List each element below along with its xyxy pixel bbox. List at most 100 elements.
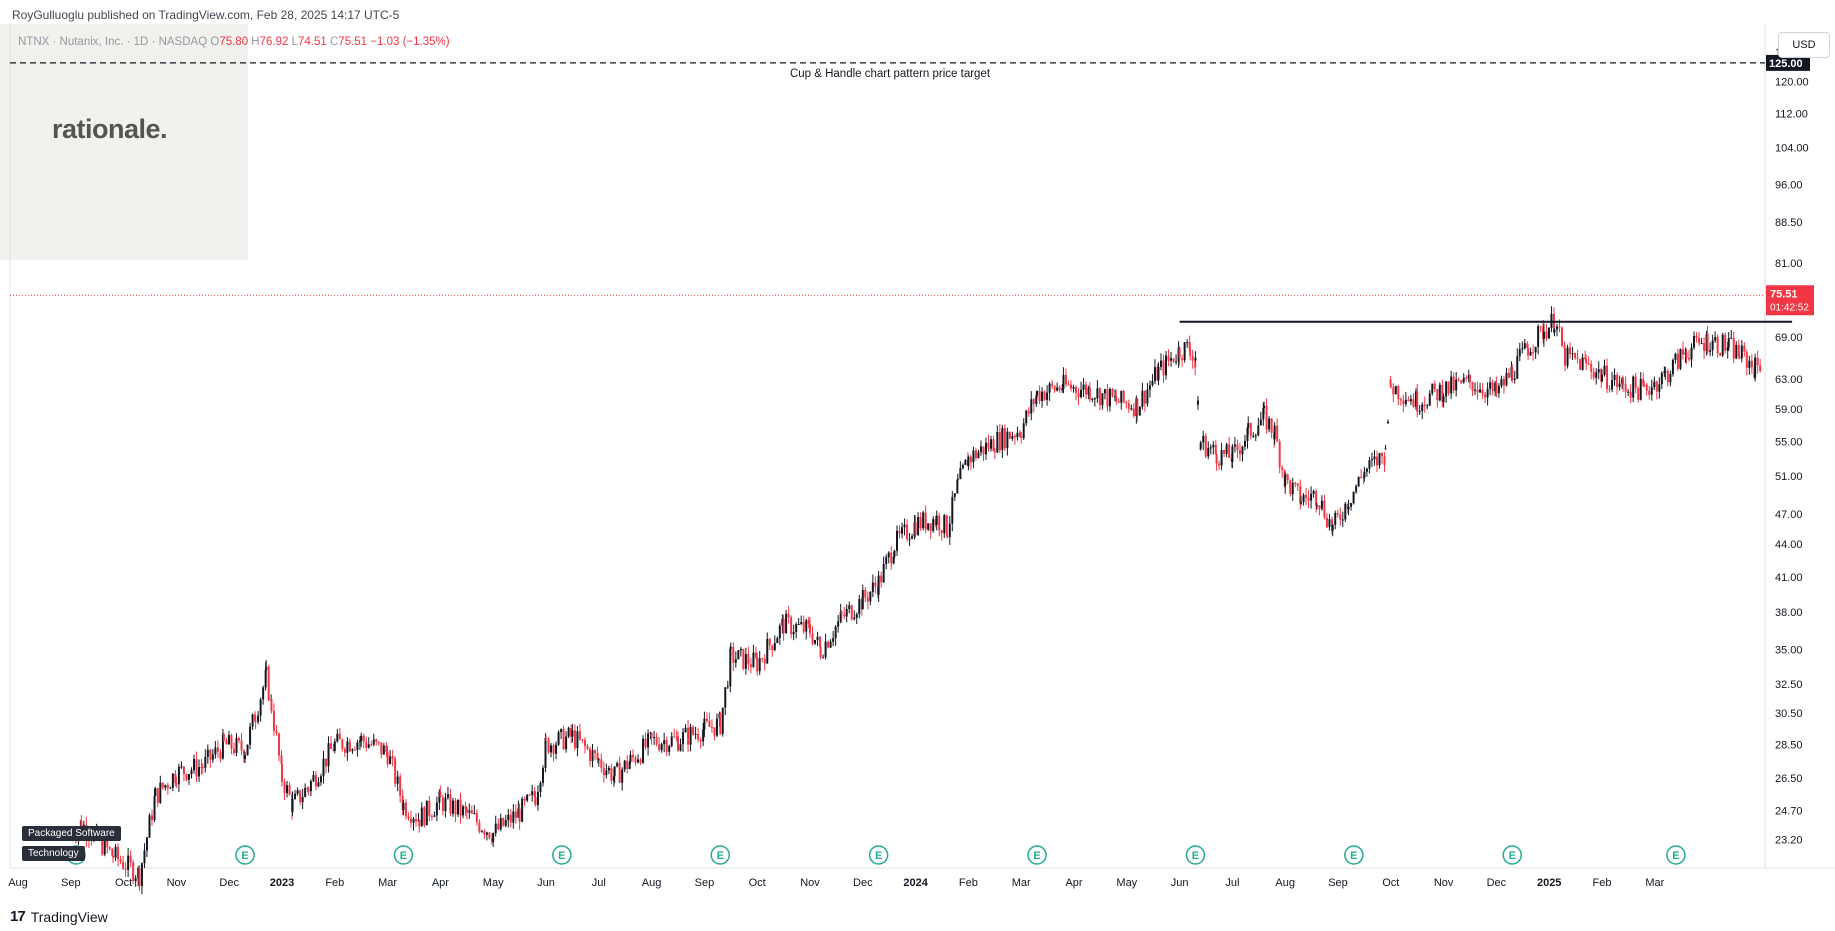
candle-body <box>1291 482 1294 495</box>
candle-body <box>111 848 114 856</box>
candle-body <box>618 763 621 783</box>
candle-body <box>1471 382 1474 391</box>
candle-body <box>219 751 222 759</box>
candle-body <box>567 727 570 737</box>
candle-body <box>1249 423 1252 437</box>
candle-body <box>1389 379 1392 384</box>
candle-body <box>1062 374 1065 389</box>
candle-body <box>761 658 764 660</box>
sector-tag-technology[interactable]: Technology <box>22 846 85 861</box>
candle-body <box>391 756 394 759</box>
candle-body <box>729 647 732 649</box>
candle-body <box>1307 497 1310 501</box>
candle-body <box>992 439 995 452</box>
candle-body <box>637 759 640 763</box>
candle-body <box>1284 474 1287 487</box>
candle-body <box>338 733 341 740</box>
candle-body <box>1737 344 1740 357</box>
candle-body <box>304 787 307 797</box>
candle-body <box>597 759 600 761</box>
candle-body <box>600 759 603 769</box>
candle-body <box>1664 371 1667 373</box>
candle-body <box>1075 386 1078 393</box>
candle-body <box>1352 491 1355 504</box>
earnings-marker-label: E <box>1192 850 1199 862</box>
candle-body <box>1056 387 1059 391</box>
sector-tag-packaged-software[interactable]: Packaged Software <box>22 826 121 841</box>
candle-body <box>1225 444 1228 454</box>
candle-body <box>829 641 832 648</box>
candle-body <box>1132 408 1135 416</box>
candle-body <box>145 837 148 851</box>
candle-body <box>1257 425 1260 436</box>
candle-body <box>296 790 299 794</box>
candle-body <box>782 618 785 634</box>
candle-body <box>631 754 634 758</box>
candle-body <box>1590 363 1593 372</box>
candle-body <box>1476 389 1479 393</box>
candle-body <box>1334 513 1337 525</box>
candle-body <box>254 714 257 722</box>
candle-body <box>166 785 169 789</box>
candle-body <box>1650 387 1653 395</box>
candle-body <box>333 741 336 751</box>
candle-body <box>1093 398 1096 400</box>
candle-body <box>1181 358 1184 361</box>
candle-body <box>1527 347 1530 356</box>
candle-body <box>1399 399 1402 401</box>
candle-body <box>198 766 201 777</box>
candle-body <box>845 609 848 617</box>
candle-body <box>1088 387 1091 400</box>
y-tick-label: 104.00 <box>1775 143 1809 155</box>
candle-body <box>319 776 322 783</box>
candle-body <box>499 818 502 830</box>
candle-body <box>478 822 481 832</box>
earnings-marker-icon <box>868 845 889 865</box>
candle-body <box>1581 357 1584 370</box>
candle-body <box>1552 313 1555 333</box>
candle-body <box>1336 513 1339 515</box>
candle-body <box>332 748 335 751</box>
candle-body <box>752 652 755 668</box>
candle-body <box>694 733 697 735</box>
candle-body <box>360 735 363 741</box>
x-tick-label: May <box>483 877 504 889</box>
candle-body <box>1167 355 1170 361</box>
candle-body <box>1404 399 1407 404</box>
candle-body <box>169 787 172 789</box>
candle-body <box>473 813 476 815</box>
candle-body <box>914 522 917 535</box>
candle-body <box>468 810 471 813</box>
candle-body <box>729 648 732 687</box>
candle-body <box>399 776 402 797</box>
candle-body <box>1709 350 1712 352</box>
candle-body <box>1639 378 1642 400</box>
candle-body <box>238 738 241 741</box>
candle-body <box>1252 435 1255 437</box>
candle-body <box>1357 476 1360 487</box>
candle-body <box>1436 388 1439 401</box>
earnings-marker-label: E <box>1672 850 1679 862</box>
y-tick-label: 51.00 <box>1775 471 1803 483</box>
currency-button[interactable]: USD <box>1778 32 1830 58</box>
candle-body <box>869 591 872 602</box>
candle-body <box>853 617 856 620</box>
candle-body <box>797 624 800 626</box>
candle-body <box>1101 393 1104 406</box>
x-tick-label: Mar <box>378 877 397 889</box>
tradingview-footer[interactable]: 17 TradingView <box>10 908 108 925</box>
candle-body <box>977 452 980 459</box>
candle-body <box>594 750 597 754</box>
candle-body <box>885 557 888 564</box>
candle-body <box>230 735 233 749</box>
candle-body <box>824 641 827 658</box>
candle-body <box>464 806 467 809</box>
candle-body <box>457 799 459 815</box>
candle-body <box>1008 431 1011 439</box>
candle-body <box>1660 373 1663 385</box>
candle-body <box>1569 347 1572 355</box>
candle-body <box>174 773 177 783</box>
candle-body <box>1693 335 1696 348</box>
candle-body <box>314 775 317 787</box>
